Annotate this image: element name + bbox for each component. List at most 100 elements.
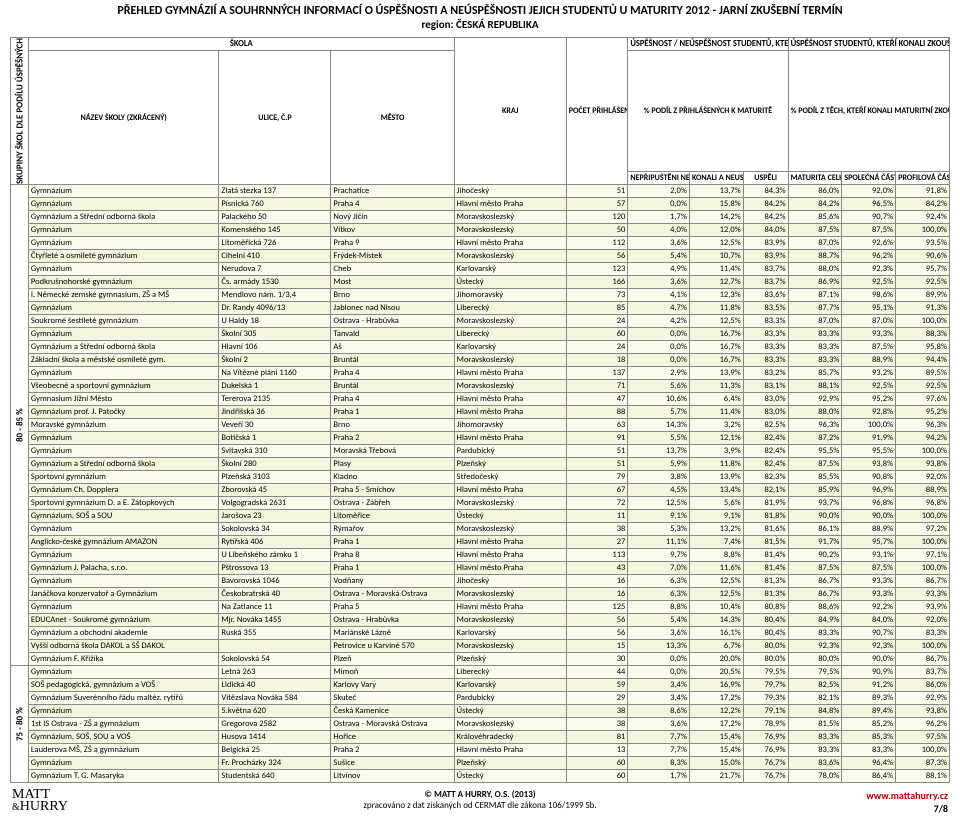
cell-pct: 6,7% — [689, 640, 743, 653]
cell-mesto: Praha 4 — [331, 198, 454, 211]
cell-pct: 83,0% — [743, 393, 788, 406]
cell-pct: 100,0% — [896, 640, 950, 653]
cell-pct: 11,3% — [689, 380, 743, 393]
cell-pct: 17,2% — [689, 718, 743, 731]
table-row: Gymnázium a obchodní akademieRuská 355Ma… — [11, 627, 950, 640]
table-row: Moravské gymnáziumVeveří 30BrnoJihomorav… — [11, 419, 950, 432]
cell-pct: 84,0% — [743, 224, 788, 237]
cell-pct: 83,3% — [743, 315, 788, 328]
cell-pct: 11,6% — [689, 562, 743, 575]
cell-pocet: 15 — [566, 640, 628, 653]
cell-pct: 15,4% — [689, 731, 743, 744]
cell-nazev: Sportovní gymnázium D. a E. Zátopkových — [28, 497, 218, 510]
cell-pct: 13,9% — [689, 367, 743, 380]
cell-pct: 6,4% — [689, 393, 743, 406]
table-row: Anglicko-české gymnázium AMAZONRytířská … — [11, 536, 950, 549]
cell-pct: 93,3% — [842, 588, 896, 601]
table-row: Gymnázium5.května 620Česká KameniceÚstec… — [11, 705, 950, 718]
table-row: Gymnázium a Střední odborná školaPalacké… — [11, 211, 950, 224]
cell-kraj: Jihomoravský — [454, 289, 566, 302]
cell-pct: 92,5% — [842, 380, 896, 393]
table-row: Gymnázium Ch. DoppleraZborovská 45Praha … — [11, 484, 950, 497]
cell-pct: 92,0% — [896, 614, 950, 627]
cell-pct: 1,7% — [628, 211, 690, 224]
cell-pct: 83,5% — [743, 302, 788, 315]
cell-ulice: U Libeňského zámku 1 — [219, 549, 331, 562]
hdr-pctkonali: % PODÍL Z TĚCH, KTEŘÍ KONALI MATURITNÍ Z… — [788, 51, 949, 172]
cell-kraj: Hlavní město Praha — [454, 393, 566, 406]
cell-pct: 6,3% — [628, 588, 690, 601]
cell-mesto: Praha 4 — [331, 393, 454, 406]
cell-pct: 89,9% — [896, 289, 950, 302]
cell-pocet: 30 — [566, 653, 628, 666]
cell-nazev: Gymnázium Suverénního řádu maltéz. rytíř… — [28, 692, 218, 705]
cell-pct: 83,3% — [788, 341, 842, 354]
cell-pct: 85,2% — [842, 718, 896, 731]
cell-pct: 92,3% — [788, 640, 842, 653]
hdr-uspneusp: ÚSPĚŠNOST / NEÚSPĚŠNOST STUDENTŮ, KTEŘÍ … — [628, 38, 788, 51]
cell-pct: 96,8% — [896, 497, 950, 510]
cell-pct: 79,3% — [743, 692, 788, 705]
cell-ulice: Vítězslava Nováka 584 — [219, 692, 331, 705]
cell-pocet: 72 — [566, 497, 628, 510]
cell-kraj: Moravskoslezský — [454, 718, 566, 731]
col-group: SKUPINY ŠKOL DLE PODÍLU ÚSPĚŠNÝCH — [11, 38, 29, 185]
footer-link[interactable]: www.mattahurry.cz — [866, 789, 948, 802]
cell-pct: 96,2% — [842, 250, 896, 263]
cell-pct: 80,0% — [743, 640, 788, 653]
cell-ulice: Dr. Randy 4096/13 — [219, 302, 331, 315]
cell-pct: 14,3% — [628, 419, 690, 432]
cell-pct: 83,3% — [788, 731, 842, 744]
cell-pocet: 113 — [566, 549, 628, 562]
cell-nazev: Moravské gymnázium — [28, 419, 218, 432]
cell-mesto: Praha 5 — [331, 601, 454, 614]
cell-mesto: Jablonec nad Nisou — [331, 302, 454, 315]
cell-pct: 82,3% — [743, 471, 788, 484]
cell-pct: 4,7% — [628, 302, 690, 315]
cell-pct: 86,7% — [896, 575, 950, 588]
cell-pct: 10,6% — [628, 393, 690, 406]
table-row: Gymnázium a Střední odborná školaHlavní … — [11, 341, 950, 354]
table-row: Sportovní gymnáziumPlzeňská 3103KladnoSt… — [11, 471, 950, 484]
cell-pct: 2,9% — [628, 367, 690, 380]
cell-pct: 95,7% — [896, 263, 950, 276]
cell-pct: 88,1% — [788, 380, 842, 393]
cell-ulice: Jarošova 23 — [219, 510, 331, 523]
cell-mesto: Ostrava - Moravská Ostrava — [331, 718, 454, 731]
cell-pct: 21,7% — [689, 770, 743, 783]
hdr-kraj: KRAJ — [454, 38, 566, 185]
cell-nazev: Soukromé šestileté gymnázium — [28, 315, 218, 328]
table-row: Vyšší odborná škola DAKOL a SŠ DAKOLPetr… — [11, 640, 950, 653]
cell-pct: 90,0% — [842, 510, 896, 523]
cell-ulice: Belgická 25 — [219, 744, 331, 757]
cell-pct: 86,7% — [788, 588, 842, 601]
cell-pct: 83,1% — [743, 380, 788, 393]
cell-nazev: Gymnázium prof. J. Patočky — [28, 406, 218, 419]
cell-pct: 90,7% — [842, 627, 896, 640]
cell-pct: 90,0% — [842, 653, 896, 666]
cell-pct: 5,5% — [628, 432, 690, 445]
cell-pct: 86,0% — [896, 679, 950, 692]
cell-pct: 80,0% — [788, 653, 842, 666]
cell-pct: 95,8% — [896, 341, 950, 354]
cell-ulice: Školní 2 — [219, 354, 331, 367]
cell-nazev: Gymnázium — [28, 705, 218, 718]
cell-pocet: 63 — [566, 419, 628, 432]
cell-pocet: 38 — [566, 718, 628, 731]
cell-pct: 3,6% — [628, 627, 690, 640]
cell-mesto: Praha 8 — [331, 549, 454, 562]
cell-pocet: 120 — [566, 211, 628, 224]
cell-mesto: Litoměřice — [331, 510, 454, 523]
cell-nazev: Gymnázium — [28, 666, 218, 679]
hdr-konalineusp: KONALI A NEUSPĚLI — [689, 172, 743, 185]
cell-nazev: Všeobecné a sportovní gymnázium — [28, 380, 218, 393]
cell-pct: 76,7% — [743, 757, 788, 770]
cell-pct: 82,1% — [743, 484, 788, 497]
cell-pct: 0,0% — [628, 666, 690, 679]
cell-nazev: Gymnázium — [28, 523, 218, 536]
cell-ulice: Školní 305 — [219, 328, 331, 341]
cell-pct: 88,6% — [788, 601, 842, 614]
table-row: GymnáziumBotičská 1Praha 2Hlavní město P… — [11, 432, 950, 445]
table-row: GymnáziumNa Zatlance 11Praha 5Hlavní měs… — [11, 601, 950, 614]
cell-pct: 96,8% — [842, 497, 896, 510]
